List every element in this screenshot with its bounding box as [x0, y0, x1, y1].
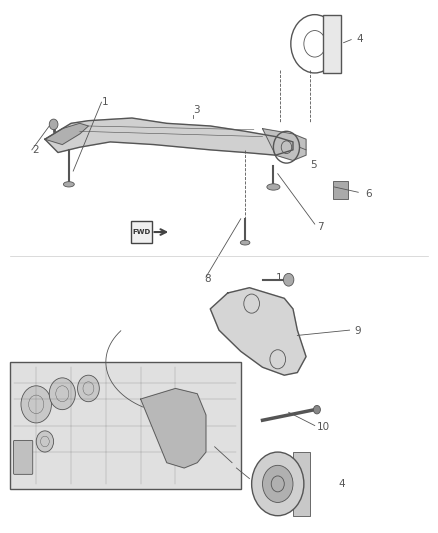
Polygon shape [262, 128, 306, 160]
FancyBboxPatch shape [333, 181, 348, 199]
Circle shape [36, 431, 53, 452]
Text: 1: 1 [276, 273, 282, 283]
Circle shape [283, 273, 294, 286]
Circle shape [252, 452, 304, 516]
Polygon shape [141, 389, 206, 468]
Ellipse shape [240, 240, 250, 245]
Text: 7: 7 [317, 222, 324, 232]
FancyBboxPatch shape [323, 14, 341, 73]
Polygon shape [210, 288, 306, 375]
Polygon shape [45, 123, 88, 144]
Text: 3: 3 [193, 105, 200, 115]
FancyBboxPatch shape [14, 440, 33, 474]
Circle shape [21, 386, 51, 423]
FancyBboxPatch shape [10, 362, 241, 489]
Circle shape [262, 465, 293, 503]
Text: 5: 5 [311, 160, 317, 169]
Ellipse shape [267, 184, 280, 190]
Circle shape [78, 375, 99, 402]
Circle shape [49, 119, 58, 130]
Polygon shape [45, 118, 293, 155]
Circle shape [49, 378, 75, 410]
Text: 1: 1 [102, 97, 108, 107]
Text: 4: 4 [339, 479, 345, 489]
Text: 2: 2 [32, 145, 39, 155]
Text: 8: 8 [204, 273, 210, 284]
Text: 6: 6 [365, 189, 371, 199]
Ellipse shape [64, 182, 74, 187]
Circle shape [314, 406, 321, 414]
Text: 9: 9 [354, 326, 360, 336]
FancyBboxPatch shape [293, 452, 311, 516]
FancyBboxPatch shape [131, 221, 152, 243]
Text: 10: 10 [317, 422, 330, 432]
Text: 4: 4 [356, 34, 363, 44]
Text: FWD: FWD [133, 229, 151, 235]
